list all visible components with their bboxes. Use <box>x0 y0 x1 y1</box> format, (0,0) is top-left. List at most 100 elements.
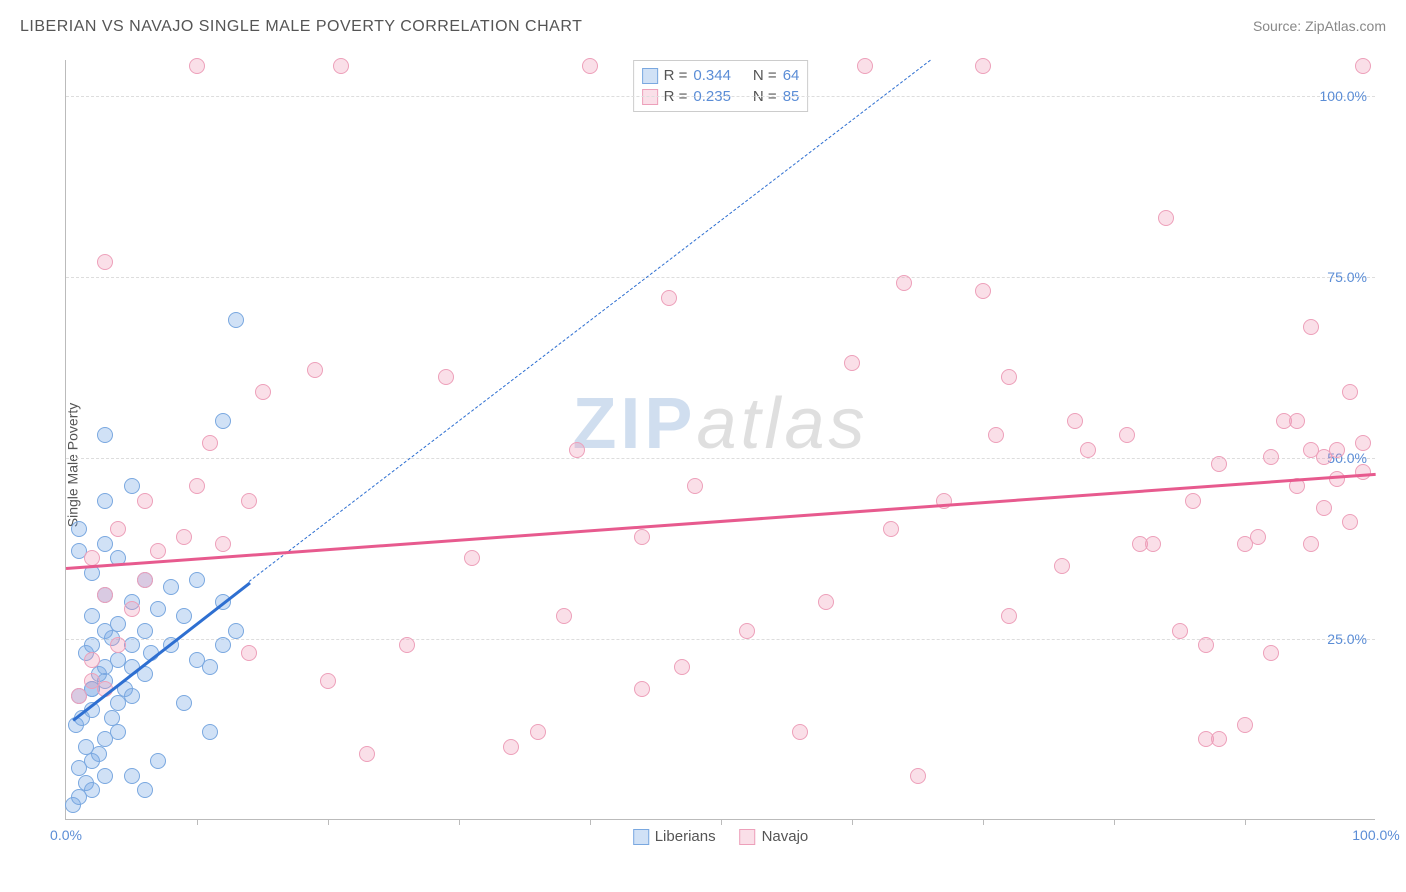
n-value: 64 <box>783 67 800 84</box>
data-point <box>333 58 349 74</box>
x-tick-mark <box>1245 819 1246 825</box>
data-point <box>124 688 140 704</box>
data-point <box>320 673 336 689</box>
data-point <box>97 587 113 603</box>
data-point <box>176 529 192 545</box>
legend-label: Navajo <box>762 828 809 845</box>
data-point <box>84 782 100 798</box>
data-point <box>84 652 100 668</box>
data-point <box>359 746 375 762</box>
data-point <box>1237 717 1253 733</box>
data-point <box>255 384 271 400</box>
r-label: R = <box>664 67 688 84</box>
gridline <box>66 458 1375 459</box>
data-point <box>124 601 140 617</box>
data-point <box>975 283 991 299</box>
data-point <box>176 608 192 624</box>
data-point <box>1145 536 1161 552</box>
legend-label: Liberians <box>655 828 716 845</box>
series-legend: Liberians Navajo <box>633 828 809 845</box>
trend-line <box>66 473 1376 570</box>
n-label: N = <box>753 67 777 84</box>
data-point <box>687 478 703 494</box>
data-point <box>1263 645 1279 661</box>
data-point <box>202 724 218 740</box>
watermark-zip: ZIP <box>572 384 696 464</box>
data-point <box>202 435 218 451</box>
x-tick-mark <box>197 819 198 825</box>
data-point <box>857 58 873 74</box>
data-point <box>189 58 205 74</box>
data-point <box>1080 442 1096 458</box>
data-point <box>1001 369 1017 385</box>
data-point <box>1355 435 1371 451</box>
y-tick-label: 25.0% <box>1327 631 1367 647</box>
data-point <box>1303 536 1319 552</box>
data-point <box>189 478 205 494</box>
data-point <box>307 362 323 378</box>
watermark: ZIPatlas <box>572 383 868 465</box>
data-point <box>1329 442 1345 458</box>
data-point <box>110 637 126 653</box>
gridline <box>66 639 1375 640</box>
data-point <box>215 637 231 653</box>
data-point <box>1303 319 1319 335</box>
x-tick-mark <box>590 819 591 825</box>
data-point <box>215 536 231 552</box>
x-tick-mark <box>852 819 853 825</box>
data-point <box>150 753 166 769</box>
data-point <box>1185 493 1201 509</box>
data-point <box>975 58 991 74</box>
data-point <box>150 543 166 559</box>
x-tick-mark <box>721 819 722 825</box>
gridline <box>66 96 1375 97</box>
data-point <box>110 724 126 740</box>
data-point <box>569 442 585 458</box>
trend-line-extrapolated <box>249 60 931 582</box>
data-point <box>228 312 244 328</box>
data-point <box>202 659 218 675</box>
data-point <box>97 536 113 552</box>
data-point <box>137 623 153 639</box>
correlation-stats-box: R =0.344N =64R =0.235N =85 <box>633 60 809 112</box>
data-point <box>661 290 677 306</box>
data-point <box>97 427 113 443</box>
data-point <box>582 58 598 74</box>
data-point <box>399 637 415 653</box>
data-point <box>91 746 107 762</box>
x-tick-label: 0.0% <box>50 827 82 843</box>
legend-item: Liberians <box>633 828 716 845</box>
data-point <box>1158 210 1174 226</box>
data-point <box>124 478 140 494</box>
x-tick-label: 100.0% <box>1352 827 1399 843</box>
chart-container: Single Male Poverty ZIPatlas R =0.344N =… <box>20 50 1386 880</box>
data-point <box>1289 413 1305 429</box>
data-point <box>1211 456 1227 472</box>
data-point <box>1054 558 1070 574</box>
data-point <box>137 782 153 798</box>
data-point <box>1329 471 1345 487</box>
data-point <box>1119 427 1135 443</box>
source-attribution: Source: ZipAtlas.com <box>1253 18 1386 34</box>
data-point <box>464 550 480 566</box>
data-point <box>1250 529 1266 545</box>
y-tick-label: 75.0% <box>1327 269 1367 285</box>
data-point <box>137 572 153 588</box>
data-point <box>634 681 650 697</box>
r-value: 0.344 <box>693 67 731 84</box>
data-point <box>97 768 113 784</box>
chart-title: LIBERIAN VS NAVAJO SINGLE MALE POVERTY C… <box>20 18 582 36</box>
data-point <box>438 369 454 385</box>
data-point <box>844 355 860 371</box>
data-point <box>1342 384 1358 400</box>
data-point <box>1316 500 1332 516</box>
series-swatch-icon <box>633 829 649 845</box>
data-point <box>150 601 166 617</box>
data-point <box>124 768 140 784</box>
series-swatch-icon <box>642 68 658 84</box>
data-point <box>988 427 1004 443</box>
data-point <box>1067 413 1083 429</box>
data-point <box>530 724 546 740</box>
x-tick-mark <box>983 819 984 825</box>
data-point <box>1355 464 1371 480</box>
